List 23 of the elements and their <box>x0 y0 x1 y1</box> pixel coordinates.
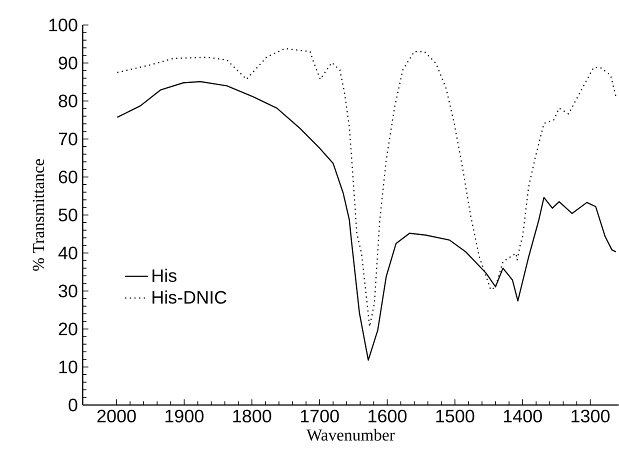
legend-label: His <box>152 268 176 282</box>
x-tick-label: 1800 <box>233 410 272 422</box>
x-tick-label: 1600 <box>368 410 407 422</box>
x-tick-label: 1500 <box>436 410 474 422</box>
y-tick-label: 90 <box>58 56 78 70</box>
y-tick-label: 70 <box>58 132 78 146</box>
y-tick-label: 20 <box>58 322 78 336</box>
x-axis-title: Wavenumber <box>306 428 395 441</box>
y-tick-label: 80 <box>58 94 78 108</box>
legend-label: His-DNIC <box>152 290 226 304</box>
y-axis-title: % Transmittance <box>32 159 44 271</box>
y-tick-label: 30 <box>58 284 78 298</box>
y-tick-label: 50 <box>58 208 78 222</box>
x-tick-label: 1900 <box>166 410 204 422</box>
x-tick-label: 2000 <box>97 410 136 422</box>
y-tick-label: 100 <box>49 18 78 32</box>
x-tick-label: 1300 <box>572 410 610 422</box>
y-tick-label: 10 <box>59 360 78 374</box>
y-tick-label: 0 <box>68 398 78 412</box>
y-tick-label: 60 <box>58 170 78 184</box>
y-tick-label: 40 <box>58 246 78 260</box>
x-tick-label: 1700 <box>300 410 339 422</box>
x-tick-label: 1400 <box>504 410 542 422</box>
